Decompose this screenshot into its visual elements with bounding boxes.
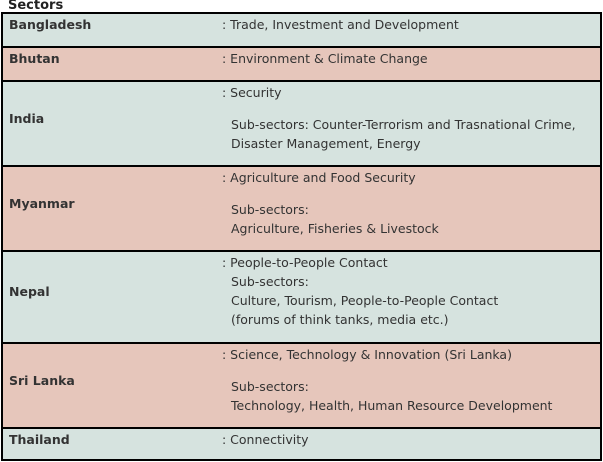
sub-sectors-list: Disaster Management, Energy (231, 136, 421, 151)
sector-main: : Security (222, 85, 282, 100)
country-name: Nepal (9, 284, 50, 299)
sector-text: : Trade, Investment and Development (222, 15, 596, 34)
sector-main: : People-to-People Contact (222, 255, 388, 270)
sub-sectors-note: (forums of think tanks, media etc.) (231, 312, 449, 327)
sub-sectors-label: Sub-sectors: Counter-Terrorism and Trasn… (231, 117, 576, 132)
country-name: Myanmar (9, 196, 75, 211)
table-row-myanmar: Myanmar : Agriculture and Food Security … (1, 165, 602, 250)
sector-text: : Security Sub-sectors: Counter-Terroris… (222, 83, 596, 153)
sub-sectors-label: Sub-sectors: (231, 274, 309, 289)
country-name: India (9, 111, 45, 126)
table-row-bangladesh: Bangladesh : Trade, Investment and Devel… (1, 12, 602, 46)
table-row-india: India : Security Sub-sectors: Counter-Te… (1, 80, 602, 165)
table-row-thailand: Thailand : Connectivity (1, 427, 602, 461)
sector-text: : Environment & Climate Change (222, 49, 596, 68)
sub-sectors-list: Culture, Tourism, People-to-People Conta… (231, 293, 499, 308)
sector-text: : Agriculture and Food Security Sub-sect… (222, 168, 596, 238)
sector-main: : Trade, Investment and Development (222, 17, 459, 32)
table-row-bhutan: Bhutan : Environment & Climate Change (1, 46, 602, 80)
table-row-sri-lanka: Sri Lanka : Science, Technology & Innova… (1, 342, 602, 427)
country-name: Bhutan (9, 51, 60, 66)
country-name: Sri Lanka (9, 373, 75, 388)
country-name: Thailand (9, 432, 70, 447)
sub-sectors-label: Sub-sectors: (231, 379, 309, 394)
sector-main: : Agriculture and Food Security (222, 170, 416, 185)
sub-sectors-list: Agriculture, Fisheries & Livestock (231, 221, 439, 236)
sector-main: : Connectivity (222, 432, 309, 447)
sub-sectors-label: Sub-sectors: (231, 202, 309, 217)
country-name: Bangladesh (9, 17, 92, 32)
sector-text: : People-to-People Contact Sub-sectors: … (222, 253, 596, 329)
sub-sectors-list: Technology, Health, Human Resource Devel… (231, 398, 553, 413)
sector-text: : Science, Technology & Innovation (Sri … (222, 345, 596, 415)
sector-main: : Environment & Climate Change (222, 51, 428, 66)
table-header: Sectors (8, 0, 64, 13)
sector-main: : Science, Technology & Innovation (Sri … (222, 347, 512, 362)
sector-text: : Connectivity (222, 430, 596, 449)
table-row-nepal: Nepal : People-to-People Contact Sub-sec… (1, 250, 602, 342)
